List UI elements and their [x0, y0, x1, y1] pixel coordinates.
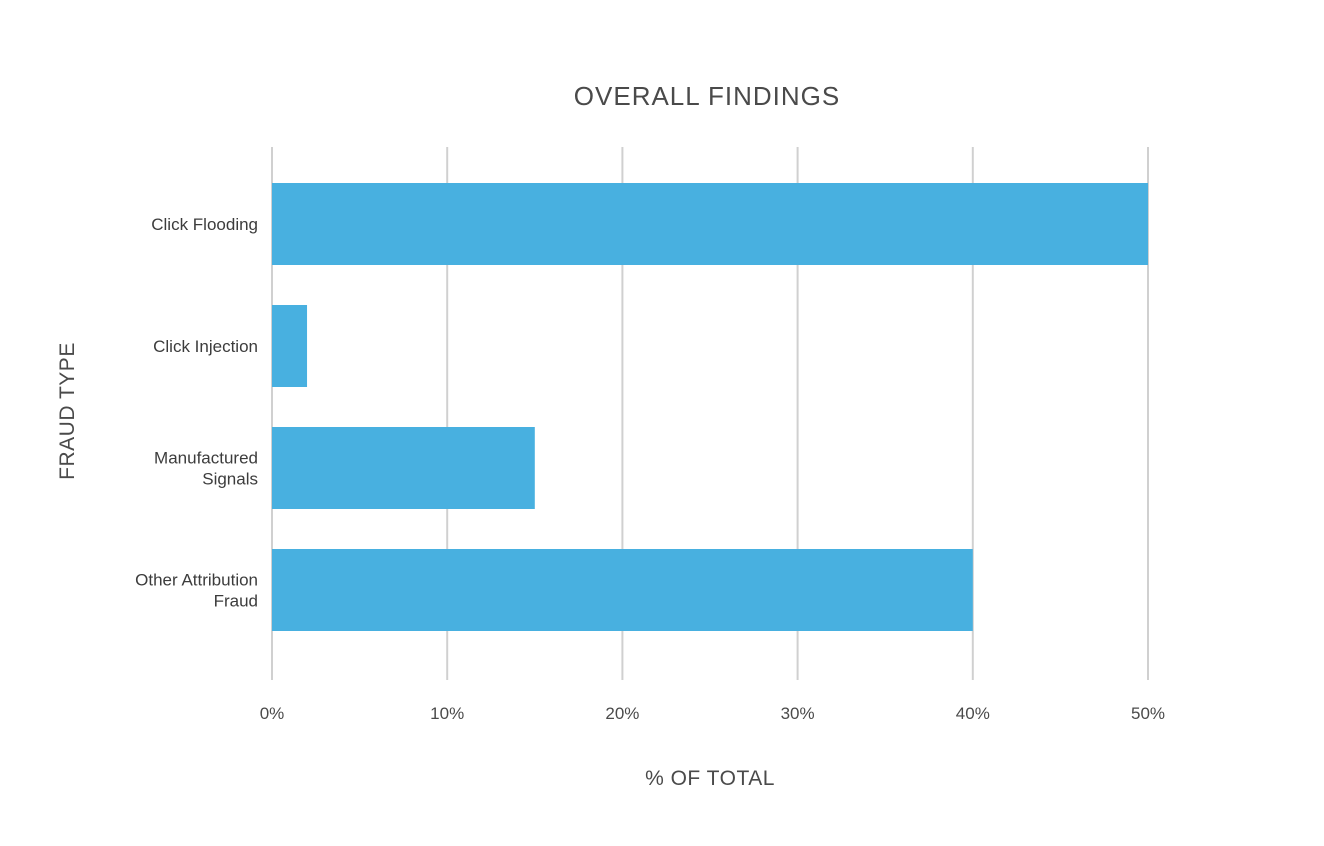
category-label: Click Injection — [153, 337, 258, 356]
x-tick-label: 30% — [781, 704, 815, 723]
x-tick-label: 10% — [430, 704, 464, 723]
category-labels: Click Flooding Click Injection Manufacture… — [135, 215, 258, 611]
x-tick-label: 40% — [956, 704, 990, 723]
category-label: Other Attribution Fraud — [135, 571, 258, 611]
bar — [272, 183, 1148, 265]
x-tick-labels: 0% 10% 20% 30% 40% 50% — [260, 704, 1165, 723]
bar — [272, 305, 308, 387]
bar — [272, 549, 973, 631]
x-axis-title: % OF TOTAL — [645, 767, 775, 790]
category-label: Manufactured Signals — [154, 449, 258, 489]
bar — [272, 427, 535, 509]
x-tick-label: 0% — [260, 704, 285, 723]
y-axis-title: FRAUD TYPE — [56, 342, 79, 480]
x-tick-label: 20% — [605, 704, 639, 723]
x-tick-label: 50% — [1131, 704, 1165, 723]
bars — [272, 183, 1148, 631]
chart-title: OVERALL FINDINGS — [574, 81, 840, 111]
category-label: Click Flooding — [151, 215, 258, 234]
